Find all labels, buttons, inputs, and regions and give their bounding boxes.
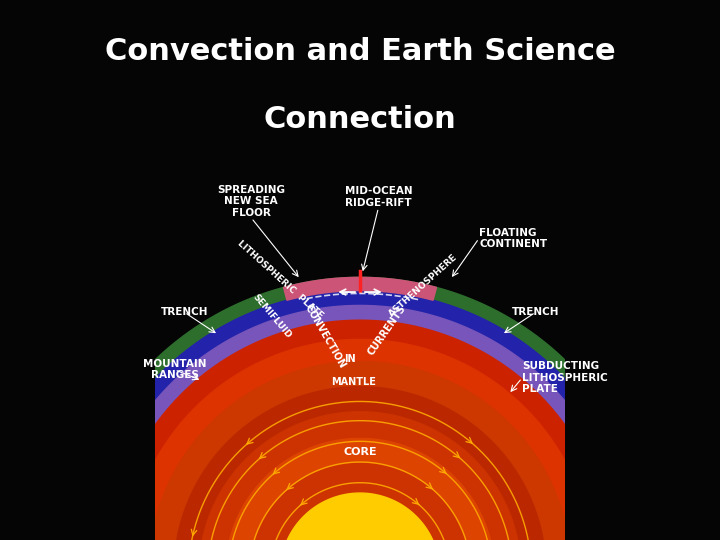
Text: MANTLE: MANTLE (331, 377, 377, 387)
Text: CORE: CORE (343, 447, 377, 457)
Text: SPREADING
NEW SEA
FLOOR: SPREADING NEW SEA FLOOR (217, 185, 285, 218)
Polygon shape (65, 278, 655, 540)
Polygon shape (78, 291, 642, 540)
Text: SUBDUCTING
LITHOSPHERIC
PLATE: SUBDUCTING LITHOSPHERIC PLATE (522, 361, 608, 395)
Text: Convection and Earth Science: Convection and Earth Science (104, 37, 616, 65)
Polygon shape (280, 493, 440, 540)
Text: TRENCH: TRENCH (512, 307, 559, 317)
Polygon shape (225, 438, 495, 540)
Text: MOUNTAIN
RANGES: MOUNTAIN RANGES (143, 359, 206, 381)
Polygon shape (174, 387, 546, 540)
Text: ASTHENOSPHERE: ASTHENOSPHERE (387, 253, 459, 319)
Polygon shape (127, 340, 593, 540)
Text: IN: IN (344, 354, 356, 364)
Text: MID-OCEAN
RIDGE-RIFT: MID-OCEAN RIDGE-RIFT (345, 186, 413, 207)
Text: CURRENTS: CURRENTS (366, 304, 408, 357)
Text: CONVECTION: CONVECTION (303, 303, 347, 370)
Text: SEMIFLUID: SEMIFLUID (251, 293, 293, 340)
Polygon shape (107, 320, 613, 540)
Text: FLOATING
CONTINENT: FLOATING CONTINENT (479, 227, 547, 249)
Polygon shape (284, 278, 436, 300)
Polygon shape (199, 412, 521, 540)
Text: TRENCH: TRENCH (161, 307, 208, 317)
Polygon shape (93, 306, 627, 540)
Text: LITHOSPHERIC  PLATE: LITHOSPHERIC PLATE (235, 239, 325, 320)
Polygon shape (149, 362, 571, 540)
Polygon shape (251, 463, 469, 540)
Text: Connection: Connection (264, 105, 456, 134)
